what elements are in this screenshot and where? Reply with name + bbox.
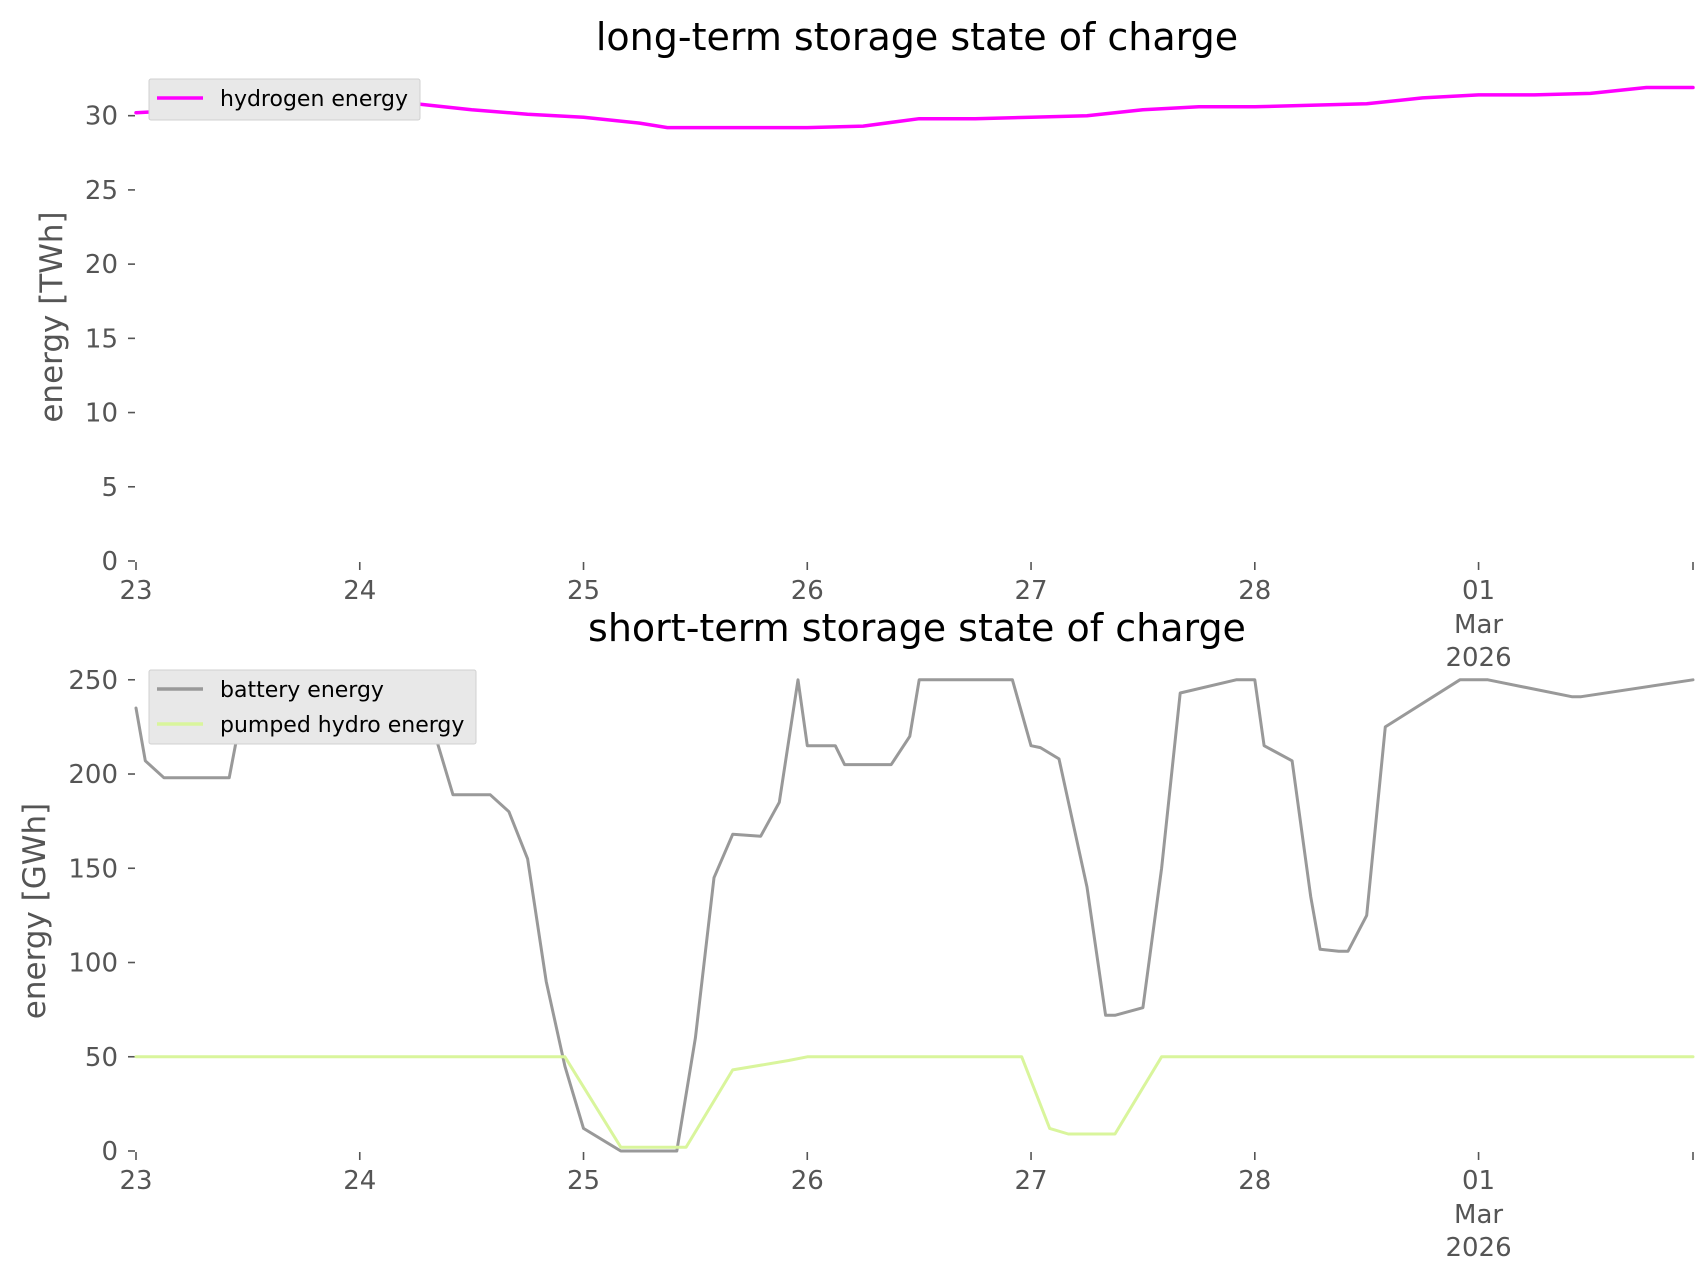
x-tick-label: 23: [119, 1166, 152, 1196]
y-axis-label: energy [GWh]: [17, 803, 53, 1019]
x-tick-label: 27: [1014, 1166, 1047, 1196]
x-tick-label: 26: [791, 1166, 824, 1196]
y-tick-label: 50: [85, 1043, 118, 1073]
x-tick-label: 24: [343, 1166, 376, 1196]
legend-label: pumped hydro energy: [220, 713, 464, 738]
legend: hydrogen energy: [148, 78, 421, 121]
y-axis: 0 5 10 15 20 25 30: [85, 102, 135, 577]
y-tick-label: 0: [101, 547, 118, 577]
legend-box: [148, 78, 421, 121]
x-tick-label: 2026: [1445, 1233, 1511, 1263]
legend: battery energy pumped hydro energy: [148, 669, 477, 745]
long-term-chart: long-term storage state of charge energy…: [34, 15, 1695, 673]
x-tick-label: 26: [791, 576, 824, 606]
x-tick-label: 24: [343, 576, 376, 606]
y-axis: 0 50 100 150 200 250: [68, 666, 135, 1167]
y-tick-label: 5: [101, 473, 118, 503]
x-tick-label: 2026: [1445, 643, 1511, 673]
legend-box: [148, 669, 477, 745]
x-tick-label: 25: [567, 1166, 600, 1196]
x-tick-label: Mar: [1454, 1200, 1503, 1230]
series-line-pumped-hydro-energy: [134, 1055, 1695, 1149]
y-tick-label: 0: [101, 1137, 118, 1167]
plot-area: [134, 678, 1695, 1153]
legend-label: hydrogen energy: [220, 87, 408, 112]
y-tick-label: 25: [85, 176, 118, 206]
y-tick-label: 100: [68, 949, 118, 979]
chart-title: short-term storage state of charge: [588, 606, 1246, 650]
x-tick-label: 01: [1462, 1166, 1495, 1196]
y-tick-label: 10: [85, 399, 118, 429]
y-tick-label: 200: [68, 760, 118, 790]
short-term-chart: short-term storage state of charge energ…: [17, 606, 1695, 1263]
y-axis-label: energy [TWh]: [34, 211, 70, 422]
legend-label: battery energy: [220, 678, 384, 703]
y-tick-label: 20: [85, 250, 118, 280]
x-tick-label: 28: [1238, 1166, 1271, 1196]
x-tick-label: 23: [119, 576, 152, 606]
y-tick-label: 250: [68, 666, 118, 696]
x-tick-label: 27: [1014, 576, 1047, 606]
x-tick-label: 25: [567, 576, 600, 606]
x-tick-label: Mar: [1454, 610, 1503, 640]
y-tick-label: 30: [85, 102, 118, 132]
series-line-battery-energy: [134, 678, 1695, 1153]
chart-title: long-term storage state of charge: [596, 15, 1238, 59]
y-tick-label: 150: [68, 854, 118, 884]
x-tick-label: 28: [1238, 576, 1271, 606]
x-tick-label: 01: [1462, 576, 1495, 606]
y-tick-label: 15: [85, 324, 118, 354]
